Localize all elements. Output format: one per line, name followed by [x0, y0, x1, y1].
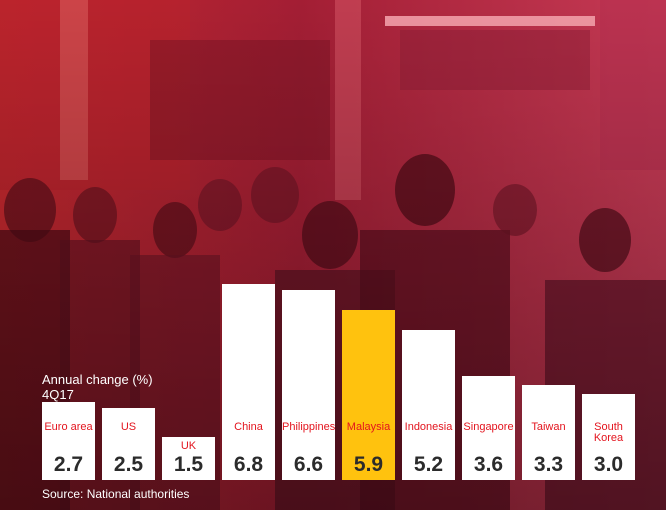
bar-category-label: Philippines: [282, 421, 336, 433]
bar-indonesia: Indonesia 5.2: [402, 330, 455, 480]
bar-us: US 2.5: [102, 408, 155, 480]
bar-philippines: Philippines 6.6: [282, 290, 335, 480]
bar-value-label: 1.5: [173, 453, 204, 476]
bar-china: China 6.8: [222, 284, 275, 480]
bar-category-label: China: [234, 421, 263, 433]
bar-category-label: Taiwan: [531, 421, 566, 433]
bar-uk: UK 1.5: [162, 437, 215, 480]
bar-value-label: 3.6: [473, 453, 504, 476]
bar-value-label: 6.6: [293, 453, 324, 476]
bar-value-label: 3.3: [533, 453, 564, 476]
chart-subtitle: 4Q17: [42, 387, 74, 402]
bar-value-label: 3.0: [593, 453, 624, 476]
bar-category-label: US: [120, 421, 137, 433]
bar-euro-area: Euro area 2.7: [42, 402, 95, 480]
source-note: Source: National authorities: [42, 487, 190, 501]
bar-malaysia: Malaysia 5.9: [342, 310, 395, 480]
chart-title: Annual change (%): [42, 372, 153, 387]
bar-value-label: 5.2: [413, 453, 444, 476]
bar-taiwan: Taiwan 3.3: [522, 385, 575, 480]
bar-category-label: Indonesia: [404, 421, 453, 433]
bar-value-label: 6.8: [233, 453, 264, 476]
bar-singapore: Singapore 3.6: [462, 376, 515, 480]
bar-south-korea: South Korea 3.0: [582, 394, 635, 480]
bar-value-label: 2.5: [113, 453, 144, 476]
bar-value-label: 2.7: [53, 453, 84, 476]
bar-category-label: Euro area: [44, 421, 93, 433]
bar-category-label: South Korea: [593, 421, 624, 444]
bar-value-label: 5.9: [353, 453, 384, 476]
bar-category-label: UK: [180, 440, 197, 452]
bar-category-label: Malaysia: [346, 421, 391, 433]
bar-category-label: Singapore: [463, 421, 514, 433]
